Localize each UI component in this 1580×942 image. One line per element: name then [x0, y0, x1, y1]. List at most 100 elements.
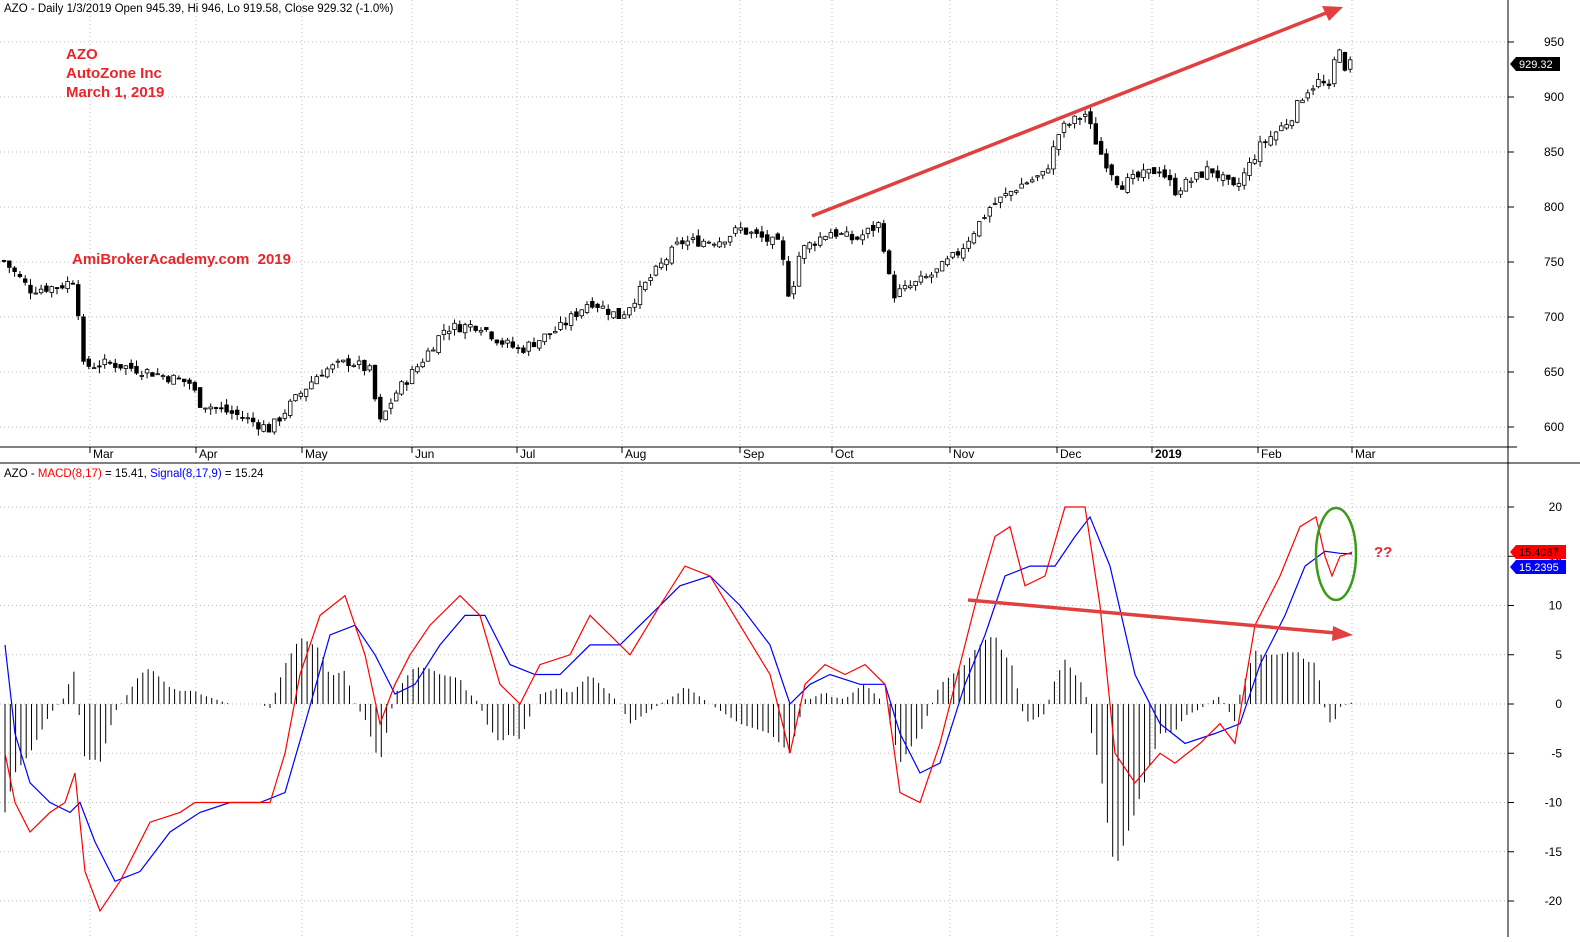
candle-body: [664, 259, 669, 266]
candle-body: [118, 364, 123, 369]
candle-body: [340, 359, 346, 363]
price-y-tick-label: 800: [1544, 200, 1564, 214]
candle-body: [1326, 83, 1332, 86]
candle-body: [70, 282, 76, 285]
candle-body: [505, 339, 510, 344]
candle-body: [12, 267, 17, 272]
candle-body: [393, 392, 399, 402]
candle-body: [250, 417, 256, 423]
candle-body: [537, 340, 542, 349]
candle-body: [1083, 113, 1088, 117]
candle-body: [1199, 171, 1204, 178]
month-label: Mar: [93, 447, 114, 461]
candle-body: [1035, 175, 1040, 178]
candle-body: [611, 311, 616, 319]
candle-body: [966, 240, 971, 249]
candle-body: [886, 250, 892, 275]
candle-body: [1104, 153, 1109, 169]
candle-body: [685, 240, 690, 246]
candle-body: [844, 231, 849, 237]
candle-body: [192, 382, 197, 391]
candle-body: [478, 330, 484, 333]
candle-body: [823, 236, 828, 240]
macd-divergence-arrow: [967, 598, 1353, 641]
candle-body: [425, 350, 431, 362]
month-label: Nov: [953, 447, 974, 461]
candle-body: [399, 381, 404, 395]
candle-body: [1236, 183, 1242, 187]
macd-line: [4, 506, 1353, 913]
candle-body: [1204, 166, 1210, 180]
candle-body: [97, 365, 102, 368]
price-y-tick-label: 750: [1544, 255, 1564, 269]
candle-body: [1226, 174, 1231, 180]
candle-body: [1348, 59, 1353, 70]
candle-body: [1279, 125, 1284, 132]
candle-body: [362, 359, 367, 372]
candle-body: [786, 260, 791, 297]
candle-body: [1146, 168, 1151, 174]
candle-body: [1077, 118, 1083, 120]
candle-body: [939, 261, 945, 272]
candle-body: [1067, 123, 1072, 126]
candle-body: [1167, 175, 1173, 181]
candle-body: [659, 262, 664, 268]
candle-body: [1263, 141, 1268, 144]
candle-body: [1072, 115, 1077, 125]
macd-histogram: [4, 637, 1352, 861]
candle-body: [256, 422, 261, 430]
month-label: Sep: [743, 447, 765, 461]
question-marks: ??: [1374, 544, 1392, 561]
candle-body: [1061, 122, 1067, 133]
price-candles: [1, 48, 1353, 436]
candle-body: [1210, 168, 1215, 174]
candle-body: [457, 324, 462, 333]
candle-body: [1024, 182, 1030, 185]
candle-body: [924, 276, 929, 279]
candle-body: [76, 284, 81, 317]
candle-body: [717, 241, 722, 248]
candle-body: [542, 333, 547, 343]
price-y-tick-label: 850: [1544, 145, 1564, 159]
candle-body: [743, 227, 749, 235]
candle-body: [1332, 59, 1337, 85]
macd-y-tick-label: -5: [1551, 746, 1562, 760]
candle-body: [553, 331, 558, 334]
candle-body: [860, 234, 865, 241]
candle-body: [1337, 49, 1342, 63]
candle-body: [876, 222, 881, 229]
month-label: Feb: [1261, 447, 1282, 461]
candle-body: [791, 285, 796, 295]
candle-body: [796, 255, 802, 287]
candle-body: [955, 251, 961, 256]
candle-body: [1136, 171, 1141, 178]
candle-body: [1183, 178, 1189, 192]
candle-body: [22, 278, 28, 283]
month-label: Dec: [1060, 447, 1081, 461]
candle-body: [494, 339, 500, 344]
candle-body: [865, 227, 871, 235]
macd-y-tick-label: 5: [1555, 648, 1562, 662]
candle-body: [60, 285, 65, 289]
candle-body: [1284, 124, 1289, 129]
company-annotation: AutoZone Inc: [66, 65, 162, 82]
candle-body: [325, 368, 330, 378]
candle-body: [219, 407, 224, 410]
candle-body: [113, 362, 118, 368]
candle-body: [166, 376, 171, 383]
candle-body: [871, 224, 876, 231]
month-label: Jul: [520, 447, 535, 461]
candle-body: [38, 288, 44, 294]
candle-body: [780, 240, 786, 260]
candle-body: [908, 285, 913, 289]
candle-body: [754, 229, 759, 234]
candle-body: [987, 207, 992, 217]
candle-body: [902, 285, 908, 290]
month-label: Oct: [835, 447, 854, 461]
candle-body: [1316, 79, 1321, 88]
candle-body: [881, 223, 886, 252]
month-label: Mar: [1355, 447, 1376, 461]
candle-body: [1114, 176, 1120, 186]
candle-body: [1194, 172, 1199, 180]
candle-body: [314, 376, 319, 385]
